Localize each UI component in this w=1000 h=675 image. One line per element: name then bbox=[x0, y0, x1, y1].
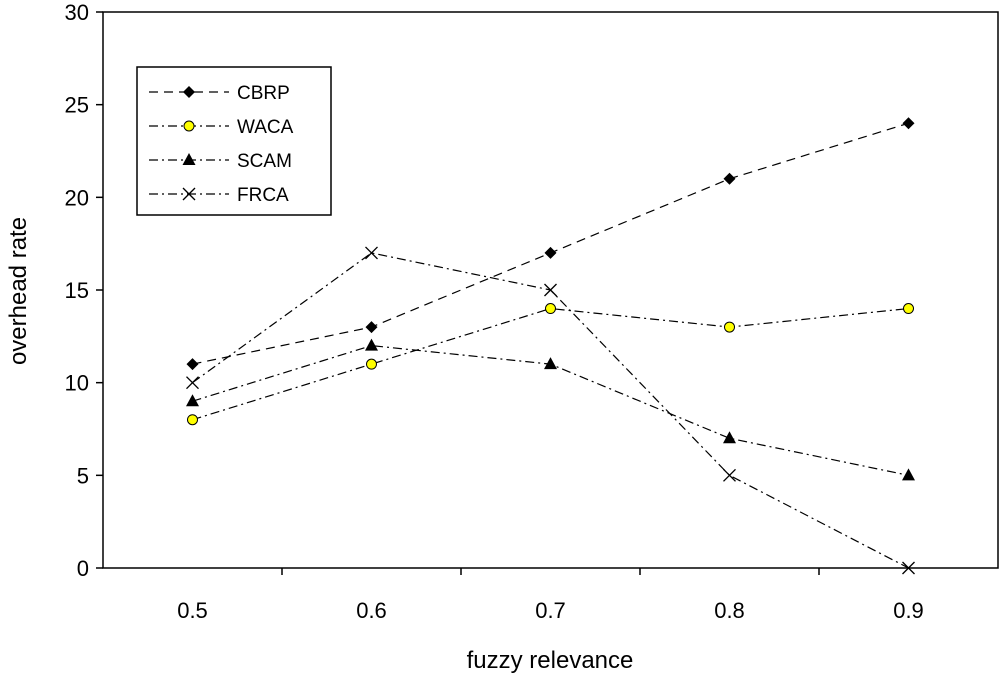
y-tick-label: 0 bbox=[77, 556, 89, 581]
scam-point bbox=[186, 394, 199, 407]
waca-point bbox=[903, 303, 914, 315]
scam-point bbox=[902, 468, 915, 481]
scam-point bbox=[723, 431, 736, 444]
legend-item-scam: SCAM bbox=[149, 151, 292, 172]
legend-marker-scam bbox=[182, 153, 196, 165]
x-tick-label: 0.6 bbox=[356, 598, 387, 623]
scam-point bbox=[365, 338, 378, 351]
waca-point bbox=[366, 358, 377, 370]
series-cbrp bbox=[186, 117, 915, 371]
axes: 0 5 10 15 20 25 30 0.5 0.6 0.7 0.8 0.9 bbox=[65, 0, 999, 623]
cbrp-point bbox=[902, 117, 915, 130]
legend-item-cbrp: CBRP bbox=[149, 83, 290, 104]
cbrp-point bbox=[723, 172, 736, 185]
series-waca bbox=[187, 303, 914, 426]
legend-marker-frca bbox=[182, 187, 196, 201]
frca-point bbox=[365, 246, 378, 260]
scam-point bbox=[544, 357, 557, 370]
x-tick-label: 0.9 bbox=[893, 598, 924, 623]
frca-line bbox=[192, 252, 909, 569]
cbrp-point bbox=[544, 246, 557, 259]
frca-point-stroke bbox=[544, 283, 557, 297]
legend-marker-cbrp bbox=[183, 86, 195, 98]
legend-box bbox=[136, 66, 332, 216]
y-axis-title: overhead rate bbox=[5, 217, 32, 365]
legend-item-frca: FRCA bbox=[149, 185, 289, 206]
x-tick-label: 0.8 bbox=[714, 598, 745, 623]
frca-point bbox=[544, 283, 557, 297]
waca-point bbox=[545, 303, 556, 315]
frca-point bbox=[723, 468, 736, 482]
frca-point-stroke bbox=[186, 376, 199, 390]
x-tick-label: 0.5 bbox=[177, 598, 208, 623]
legend-marker-frca-stroke bbox=[182, 187, 196, 201]
y-tick-label: 20 bbox=[65, 185, 89, 210]
y-tick-label: 15 bbox=[65, 278, 89, 303]
x-axis-title: fuzzy relevance bbox=[467, 647, 634, 674]
y-tick-label: 25 bbox=[65, 93, 89, 118]
frca-point-stroke bbox=[723, 468, 736, 482]
y-tick-label: 10 bbox=[65, 371, 89, 396]
frca-point-stroke bbox=[365, 246, 378, 260]
y-tick-label: 30 bbox=[65, 0, 89, 25]
legend-label-cbrp: CBRP bbox=[237, 83, 290, 104]
series-layer bbox=[186, 117, 915, 575]
legend: CBRP WACA SCAM FRCA bbox=[136, 66, 332, 216]
legend-label-scam: SCAM bbox=[237, 151, 292, 172]
y-tick-label: 5 bbox=[77, 463, 89, 488]
x-tick-label: 0.7 bbox=[535, 598, 566, 623]
legend-label-waca: WACA bbox=[237, 117, 294, 138]
series-scam bbox=[186, 338, 915, 481]
legend-label-frca: FRCA bbox=[237, 185, 289, 206]
waca-point bbox=[187, 414, 198, 426]
cbrp-point bbox=[186, 358, 199, 371]
cbrp-point bbox=[365, 321, 378, 334]
frca-point-stroke bbox=[902, 561, 915, 575]
legend-item-waca: WACA bbox=[149, 117, 294, 138]
legend-marker-waca bbox=[183, 120, 195, 132]
series-frca bbox=[186, 246, 915, 575]
frca-point bbox=[902, 561, 915, 575]
frca-point bbox=[186, 376, 199, 390]
waca-point bbox=[724, 321, 735, 333]
